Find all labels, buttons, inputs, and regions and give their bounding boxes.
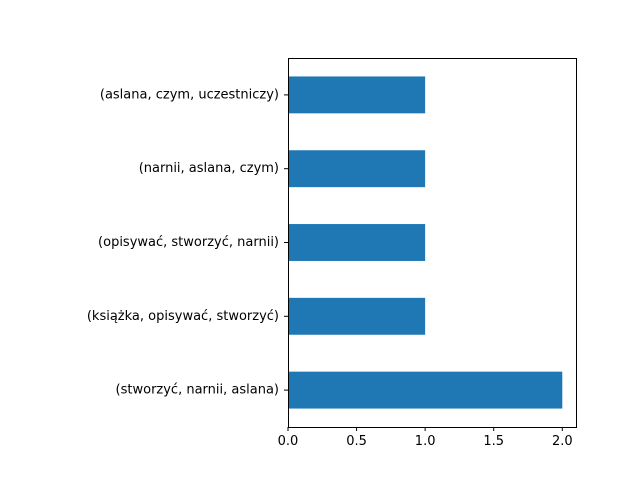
x-tick-label: 1.5	[483, 434, 504, 449]
bars	[288, 76, 563, 409]
x-tick-label: 0.0	[278, 434, 299, 449]
y-tick-label: (stworzyć, narnii, aslana)	[116, 383, 279, 398]
x-tick-label: 1.0	[415, 434, 436, 449]
bar	[288, 224, 426, 261]
plot-frame	[288, 58, 577, 428]
y-tick-label: (aslana, czym, uczestniczy)	[100, 87, 279, 102]
x-tick-label: 2.0	[552, 434, 573, 449]
bar	[288, 150, 426, 188]
y-tick-label: (książka, opisywać, stworzyć)	[87, 309, 279, 324]
x-axis: 0.0 0.5 1.0 1.5 2.0	[278, 427, 573, 449]
x-tick-label: 0.5	[346, 434, 367, 449]
bar	[288, 297, 426, 335]
y-axis: (stworzyć, narnii, aslana) (książka, opis…	[87, 87, 288, 398]
y-tick-label: (opisywać, stworzyć, narnii)	[98, 235, 279, 250]
y-tick-label: (narnii, aslana, czym)	[139, 161, 279, 176]
bar	[288, 371, 563, 409]
bar	[288, 76, 426, 114]
